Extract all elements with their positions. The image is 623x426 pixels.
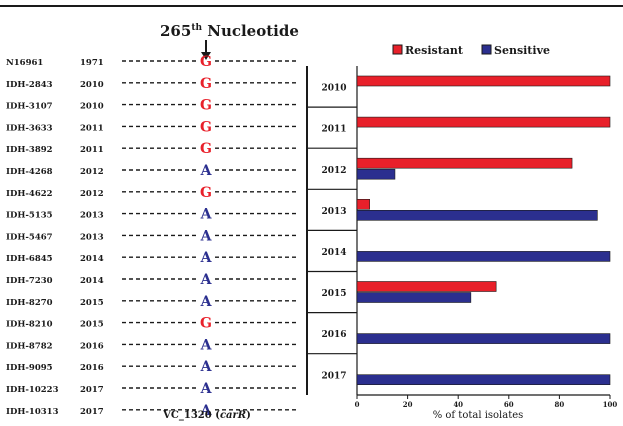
- alignment-rows: N16961 1971 G IDH-2843 2010 G IDH-3107 2010 G IDH…: [6, 54, 296, 419]
- category-label: 2016: [321, 330, 346, 340]
- nucleotide-mark: A: [200, 403, 213, 419]
- nucleotide-mark: A: [200, 163, 213, 179]
- nucleotide-mark: G: [200, 316, 212, 332]
- year-label: 2014: [80, 276, 104, 286]
- isolate-label: N16961: [6, 58, 43, 68]
- isolate-label: IDH-3107: [6, 102, 53, 112]
- year-label: 2017: [80, 407, 104, 417]
- legend-swatch-resistant: [392, 44, 403, 55]
- nucleotide-mark: A: [200, 294, 213, 310]
- nucleotide-title-sup: th: [191, 23, 202, 33]
- isolate-label: IDH-5467: [6, 232, 53, 242]
- category-label: 2017: [321, 371, 346, 381]
- nucleotide-title: 265th Nucleotide: [160, 22, 299, 40]
- isolate-label: IDH-7230: [6, 276, 53, 286]
- bar-sensitive-2013: [356, 210, 598, 221]
- x-tick-label: 0: [355, 400, 360, 409]
- legend-swatch-sensitive: [481, 44, 492, 55]
- bar-sensitive-2012: [356, 168, 396, 180]
- bar-resistant-2010: [356, 75, 611, 87]
- nucleotide-title-number: 265: [160, 22, 191, 40]
- bar-sensitive-2017: [356, 374, 611, 386]
- year-label: 2013: [80, 232, 104, 242]
- legend-label-sensitive: Sensitive: [494, 44, 550, 57]
- isolate-label: IDH-3633: [6, 123, 53, 133]
- legend-label-resistant: Resistant: [405, 44, 464, 57]
- isolate-label: IDH-8270: [6, 298, 53, 308]
- nucleotide-mark: A: [200, 337, 213, 353]
- nucleotide-mark: A: [200, 381, 213, 397]
- x-tick-label: 20: [403, 400, 413, 409]
- year-label: 2016: [80, 363, 104, 373]
- year-label: 2011: [80, 145, 104, 155]
- gene-label-italic: carR: [220, 410, 246, 421]
- bar-resistant-2015: [356, 281, 497, 292]
- year-label: 2014: [80, 254, 104, 264]
- isolate-label: IDH-10313: [6, 407, 59, 417]
- isolate-label: IDH-9095: [6, 363, 53, 373]
- nucleotide-mark: A: [200, 359, 213, 375]
- year-label: 2013: [80, 211, 104, 221]
- isolate-label: IDH-8782: [6, 341, 53, 351]
- chart-legend: Resistant Sensitive: [392, 44, 550, 57]
- category-label: 2012: [321, 166, 346, 176]
- nucleotide-mark: G: [200, 185, 212, 201]
- nucleotide-mark: G: [200, 54, 212, 70]
- year-label: 2016: [80, 341, 104, 351]
- isolate-label: IDH-6845: [6, 254, 53, 264]
- x-axis-label: % of total isolates: [433, 410, 524, 421]
- gene-label: VC_1320 (carR): [162, 410, 251, 421]
- year-label: 1971: [80, 58, 104, 68]
- top-rule: [0, 5, 623, 7]
- isolate-label: IDH-10223: [6, 385, 59, 395]
- year-label: 2015: [80, 320, 104, 330]
- isolate-label: IDH-8210: [6, 320, 53, 330]
- category-label: 2015: [321, 289, 346, 299]
- bar-chart: 2010 2011 2012 2013 2014 2015 2016 2017 0 20 40 60 8…: [306, 66, 618, 409]
- year-label: 2012: [80, 189, 104, 199]
- isolate-label: IDH-2843: [6, 80, 53, 90]
- gene-label-suffix: ): [246, 410, 251, 421]
- bar-sensitive-2016: [356, 333, 611, 344]
- nucleotide-mark: A: [200, 272, 213, 288]
- bar-resistant-2011: [356, 116, 611, 128]
- isolate-label: IDH-4268: [6, 167, 53, 177]
- nucleotide-mark: A: [200, 207, 213, 223]
- year-label: 2012: [80, 167, 104, 177]
- year-label: 2011: [80, 123, 104, 133]
- nucleotide-title-rest: Nucleotide: [202, 22, 299, 40]
- isolate-label: IDH-4622: [6, 189, 53, 199]
- nucleotide-mark: G: [200, 141, 212, 157]
- gene-label-prefix: VC_1320 (: [162, 410, 220, 421]
- year-label: 2010: [80, 80, 104, 90]
- year-label: 2017: [80, 385, 104, 395]
- bar-resistant-2012: [356, 157, 573, 169]
- nucleotide-mark: G: [200, 119, 212, 135]
- year-label: 2010: [80, 102, 104, 112]
- category-label: 2014: [321, 248, 346, 258]
- nucleotide-mark: G: [200, 76, 212, 92]
- x-tick-label: 80: [555, 400, 565, 409]
- x-tick-label: 100: [603, 400, 618, 409]
- category-label: 2011: [321, 125, 346, 135]
- bar-sensitive-2015: [356, 292, 472, 303]
- bar-sensitive-2014: [356, 251, 611, 262]
- nucleotide-mark: G: [200, 98, 212, 114]
- category-label: 2010: [321, 84, 346, 94]
- category-label: 2013: [321, 207, 346, 217]
- nucleotide-mark: A: [200, 228, 213, 244]
- bar-resistant-2013: [356, 199, 370, 210]
- year-label: 2015: [80, 298, 104, 308]
- x-tick-label: 40: [453, 400, 463, 409]
- nucleotide-mark: A: [200, 250, 213, 266]
- x-tick-label: 60: [504, 400, 514, 409]
- arrow-down-icon: [201, 40, 211, 60]
- isolate-label: IDH-5135: [6, 211, 53, 221]
- isolate-label: IDH-3892: [6, 145, 53, 155]
